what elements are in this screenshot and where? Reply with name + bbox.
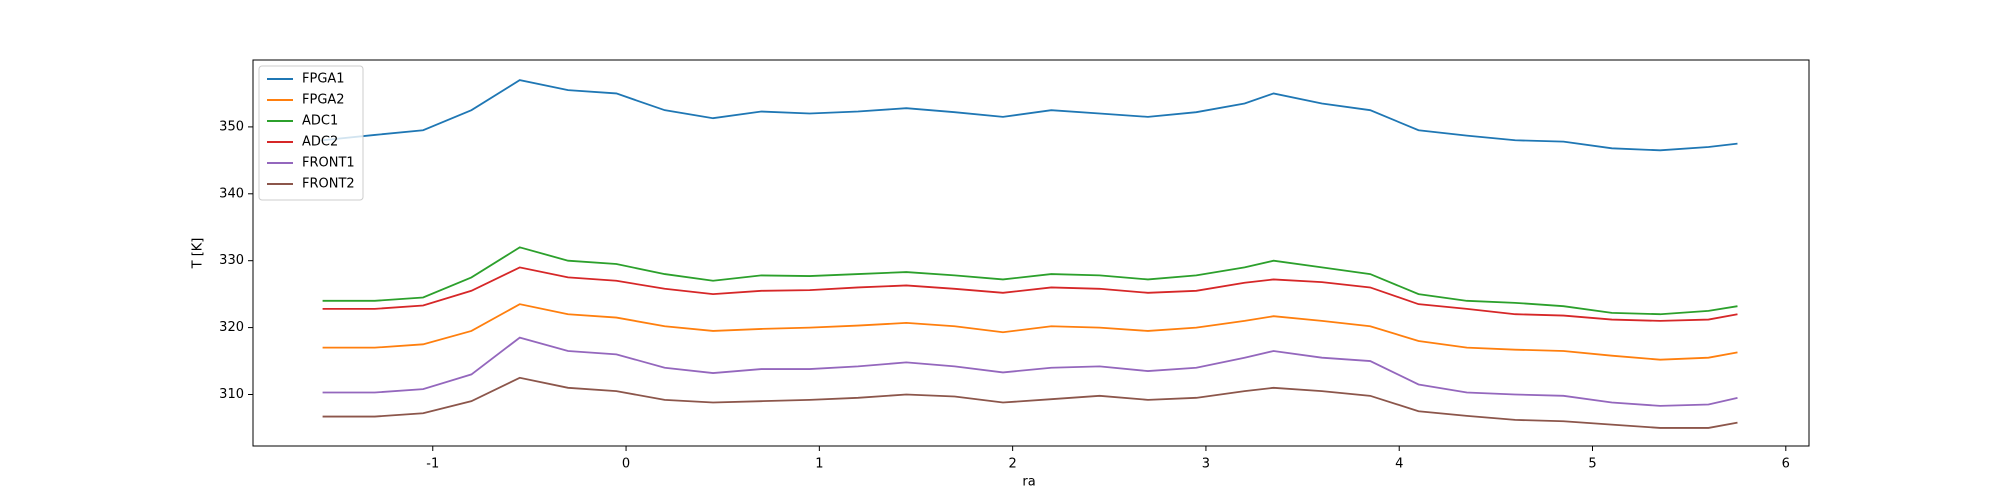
x-tick-label: 6 [1782, 457, 1790, 472]
x-tick-label: 1 [815, 457, 823, 472]
legend-label: ADC1 [302, 114, 338, 129]
y-tick-label: 340 [219, 186, 244, 201]
y-tick-label: 330 [219, 253, 244, 268]
data-line [322, 79, 1738, 152]
x-tick-label: 3 [1202, 457, 1210, 472]
data-line [322, 266, 1738, 322]
y-tick-label: 310 [219, 387, 244, 402]
x-axis-label: ra [1022, 475, 1035, 490]
data-line [322, 336, 1738, 407]
y-tick-label: 320 [219, 320, 244, 335]
legend-label: ADC2 [302, 135, 338, 150]
x-tick-label: 2 [1008, 457, 1016, 472]
legend: FPGA1 FPGA2 ADC1 ADC2 FRONT1 FRONT2 [258, 65, 364, 201]
legend-label: FPGA2 [302, 93, 345, 108]
x-tick-label: -1 [426, 457, 439, 472]
data-line [322, 376, 1738, 429]
x-tick-label: 4 [1395, 457, 1403, 472]
y-tick-label: 350 [219, 119, 244, 134]
legend-label: FPGA1 [302, 72, 345, 87]
legend-label: FRONT1 [302, 156, 355, 171]
x-tick-label: 0 [622, 457, 630, 472]
data-line [322, 303, 1738, 361]
plot-frame [252, 59, 1810, 447]
data-line [322, 246, 1738, 316]
y-axis-label: T [K] [191, 238, 206, 270]
x-tick-label: 5 [1588, 457, 1596, 472]
legend-label: FRONT2 [302, 177, 355, 192]
